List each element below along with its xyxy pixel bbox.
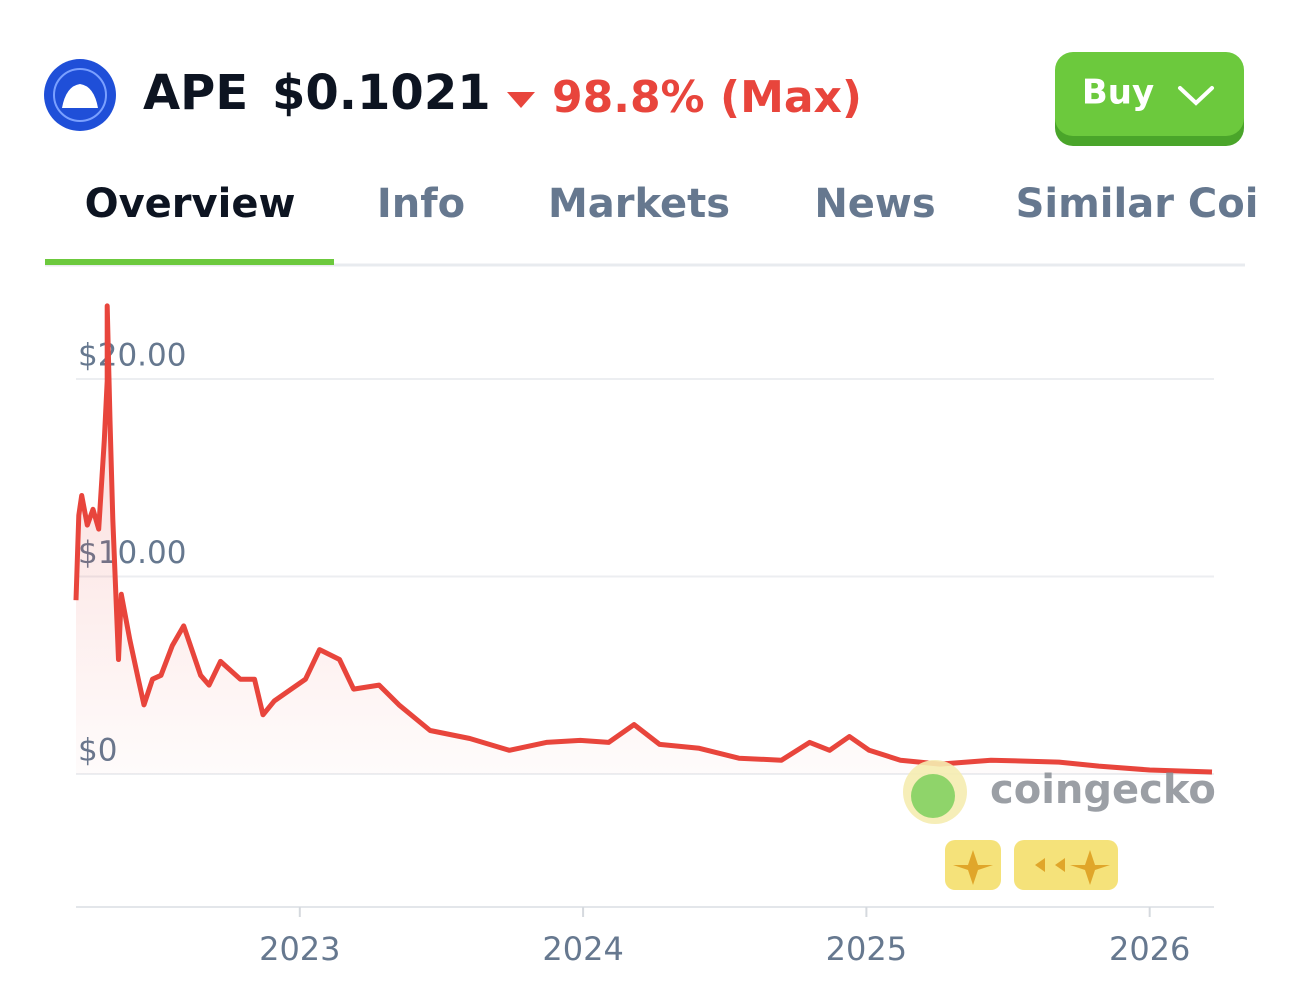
badge-icon bbox=[1035, 858, 1065, 872]
tab-bar: Overview Info Markets News Similar Coi bbox=[85, 181, 1259, 227]
price-line bbox=[73, 303, 1213, 775]
buy-button[interactable] bbox=[1055, 52, 1244, 136]
tab[interactable]: Markets bbox=[548, 181, 730, 227]
coin-logo-ring bbox=[53, 68, 107, 122]
badge-icon bbox=[953, 850, 993, 885]
price-change: 98.8% (Max) bbox=[552, 72, 862, 123]
x-tick-label: 2026 bbox=[1109, 930, 1190, 968]
tab[interactable]: Similar Coi bbox=[1016, 181, 1259, 227]
coin-logo-icon bbox=[62, 84, 98, 108]
x-tick-label: 2024 bbox=[542, 930, 623, 968]
price-area bbox=[76, 305, 1212, 774]
y-tick-label: $20.00 bbox=[78, 338, 186, 374]
down-arrow bbox=[507, 92, 535, 108]
badges bbox=[945, 840, 1118, 890]
buy-button-label: Buy bbox=[1082, 73, 1154, 113]
watermark: coingecko bbox=[990, 767, 1216, 813]
badge-icon bbox=[1070, 850, 1110, 885]
x-tick-label: 2025 bbox=[826, 930, 907, 968]
tab[interactable]: Overview bbox=[85, 181, 296, 227]
dropdown-chevron bbox=[1178, 86, 1214, 106]
x-tick-label: 2023 bbox=[259, 930, 340, 968]
active-tab-indicator bbox=[45, 259, 334, 265]
coin-symbol: APE bbox=[143, 65, 248, 121]
tab[interactable]: News bbox=[814, 181, 935, 227]
tab[interactable]: Info bbox=[377, 181, 465, 227]
coin-price: $0.1021 bbox=[272, 65, 491, 121]
watermark-logo bbox=[911, 774, 955, 818]
